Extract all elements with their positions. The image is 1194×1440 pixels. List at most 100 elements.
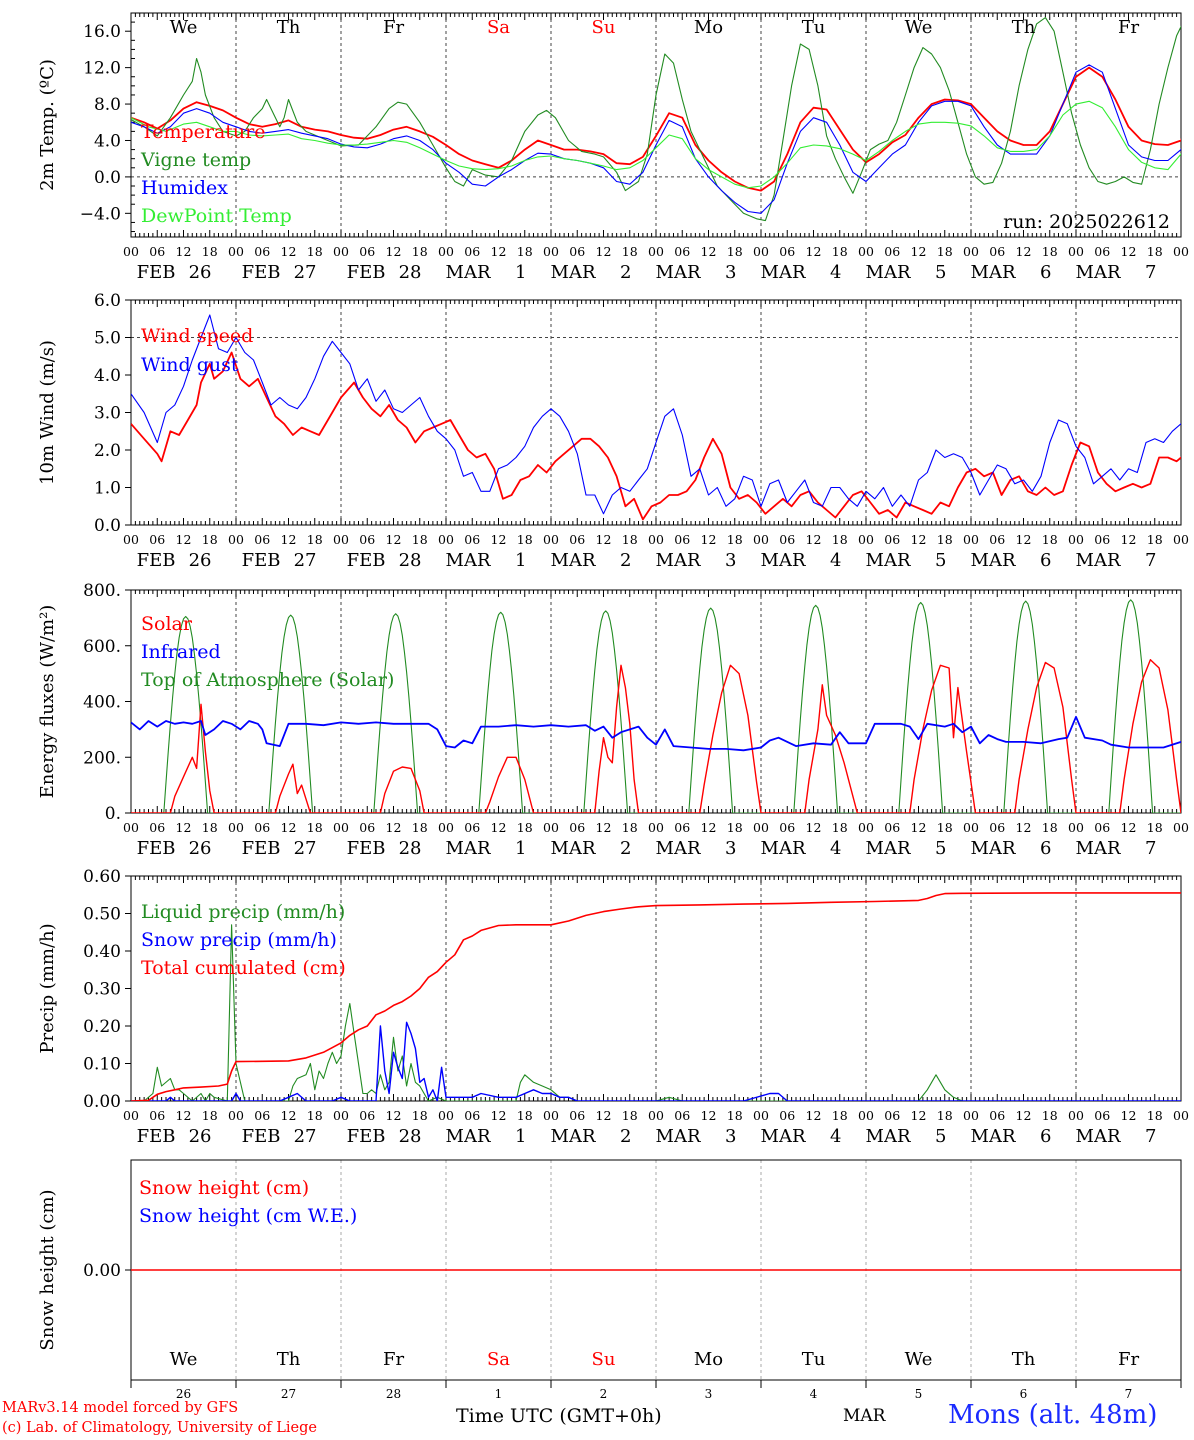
date-day-label: 6: [1040, 550, 1051, 571]
day-number: 28: [386, 1387, 401, 1401]
series-line-snow-precip-mm-h-: [131, 1021, 1181, 1101]
hour-tick-label: 00: [123, 244, 139, 259]
date-month-label: MAR: [656, 550, 701, 571]
hour-tick-label: 06: [884, 244, 900, 259]
hour-tick-label: 06: [779, 244, 795, 259]
date-day-label: 3: [725, 1126, 736, 1147]
day-name: Sa: [487, 1349, 510, 1370]
hour-tick-label: 18: [937, 244, 953, 259]
y-tick-label: 3.0: [94, 404, 121, 424]
hour-tick-label: 18: [412, 532, 428, 547]
date-month-label: MAR: [866, 838, 911, 859]
date-month-label: FEB: [347, 838, 386, 859]
hour-tick-label: 18: [517, 532, 533, 547]
date-month-label: MAR: [971, 1126, 1016, 1147]
day-name: Th: [277, 1349, 301, 1370]
hour-tick-label: 00: [228, 532, 244, 547]
day-name: Th: [1012, 1349, 1036, 1370]
panel-5: 0.00 Snow height (cm) Snow height (cm) Snow…: [37, 1159, 1182, 1401]
y-tick-label: 5.0: [94, 329, 121, 349]
hour-tick-label: 12: [1016, 244, 1032, 259]
date-month-label: MAR: [446, 838, 491, 859]
hour-tick-label: 12: [596, 820, 612, 835]
hour-tick-label: 18: [727, 820, 743, 835]
plot-frame: [130, 12, 1182, 238]
hour-tick-label: 18: [1042, 532, 1058, 547]
day-name: Fr: [1118, 17, 1139, 38]
y-tick-label: 0.20: [83, 1017, 121, 1037]
date-day-label: 28: [399, 838, 422, 859]
hour-tick-label: 18: [412, 820, 428, 835]
hour-tick-label: 00: [858, 532, 874, 547]
hour-tick-label: 00: [1173, 532, 1189, 547]
time-axis-label: Time UTC (GMT+0h): [456, 1405, 662, 1427]
hour-tick-label: 12: [176, 820, 192, 835]
date-month-label: MAR: [656, 838, 701, 859]
hour-tick-label: 12: [911, 244, 927, 259]
series-line-infrared: [131, 715, 1181, 752]
date-month-label: MAR: [1076, 262, 1121, 283]
date-month-label: MAR: [1076, 1126, 1121, 1147]
hour-tick-label: 18: [202, 820, 218, 835]
hour-tick-label: 06: [674, 820, 690, 835]
legend-entry: Vigne temp: [140, 149, 251, 171]
day-name: Tu: [802, 17, 826, 38]
date-month-label: MAR: [1076, 838, 1121, 859]
hour-tick-label: 06: [569, 244, 585, 259]
series-group: [131, 17, 1181, 222]
date-month-label: FEB: [242, 838, 281, 859]
hour-tick-label: 12: [281, 1108, 297, 1123]
day-name: Su: [592, 17, 616, 38]
date-month-label: MAR: [1076, 550, 1121, 571]
hour-tick-label: 00: [543, 532, 559, 547]
hour-tick-label: 12: [701, 244, 717, 259]
hour-tick-label: 12: [596, 1108, 612, 1123]
hour-tick-label: 06: [1094, 1108, 1110, 1123]
y-tick-label: 0.00: [83, 1261, 121, 1281]
y-tick-label: 8.0: [94, 95, 121, 115]
hour-tick-label: 06: [569, 1108, 585, 1123]
hour-tick-label: 00: [228, 244, 244, 259]
hour-tick-label: 06: [149, 820, 165, 835]
date-day-label: 4: [830, 1126, 841, 1147]
hour-tick-label: 00: [648, 244, 664, 259]
hour-tick-label: 00: [1173, 820, 1189, 835]
date-month-label: MAR: [761, 550, 806, 571]
hour-tick-label: 06: [884, 820, 900, 835]
hour-tick-label: 00: [543, 820, 559, 835]
series-line-liquid-precip-mm-h-: [131, 924, 1181, 1101]
date-day-label: 27: [294, 1126, 317, 1147]
hour-tick-label: 00: [438, 1108, 454, 1123]
date-month-label: MAR: [971, 262, 1016, 283]
hour-tick-label: 18: [307, 1108, 323, 1123]
hour-tick-label: 00: [228, 820, 244, 835]
day-name: Tu: [802, 1349, 826, 1370]
date-month-label: MAR: [551, 838, 596, 859]
date-day-label: 3: [725, 838, 736, 859]
date-day-label: 6: [1040, 262, 1051, 283]
date-day-label: 26: [189, 262, 212, 283]
hour-tick-label: 12: [281, 244, 297, 259]
hour-tick-label: 12: [281, 820, 297, 835]
date-day-label: 28: [399, 262, 422, 283]
hour-tick-label: 06: [779, 820, 795, 835]
hour-tick-label: 12: [806, 820, 822, 835]
hour-tick-label: 00: [123, 820, 139, 835]
series-line-dewpoint-temp: [131, 100, 1181, 189]
hour-tick-label: 12: [806, 532, 822, 547]
date-day-label: 28: [399, 550, 422, 571]
date-month-label: FEB: [242, 262, 281, 283]
date-month-label: FEB: [137, 838, 176, 859]
hour-tick-label: 12: [176, 244, 192, 259]
y-tick-label: −4.0: [80, 204, 121, 224]
hour-tick-label: 12: [491, 244, 507, 259]
date-month-label: MAR: [446, 1126, 491, 1147]
y-tick-label: 4.0: [94, 366, 121, 386]
hour-tick-label: 18: [517, 820, 533, 835]
series-group: [131, 892, 1181, 1101]
plot-frame: [130, 589, 1182, 814]
date-month-label: MAR: [866, 550, 911, 571]
date-day-label: 26: [189, 838, 212, 859]
panel-2: 00 06 12 18 00 06 12 18 00 06 12 18 00 06 12 18 00 06 12 18…: [37, 291, 1189, 571]
